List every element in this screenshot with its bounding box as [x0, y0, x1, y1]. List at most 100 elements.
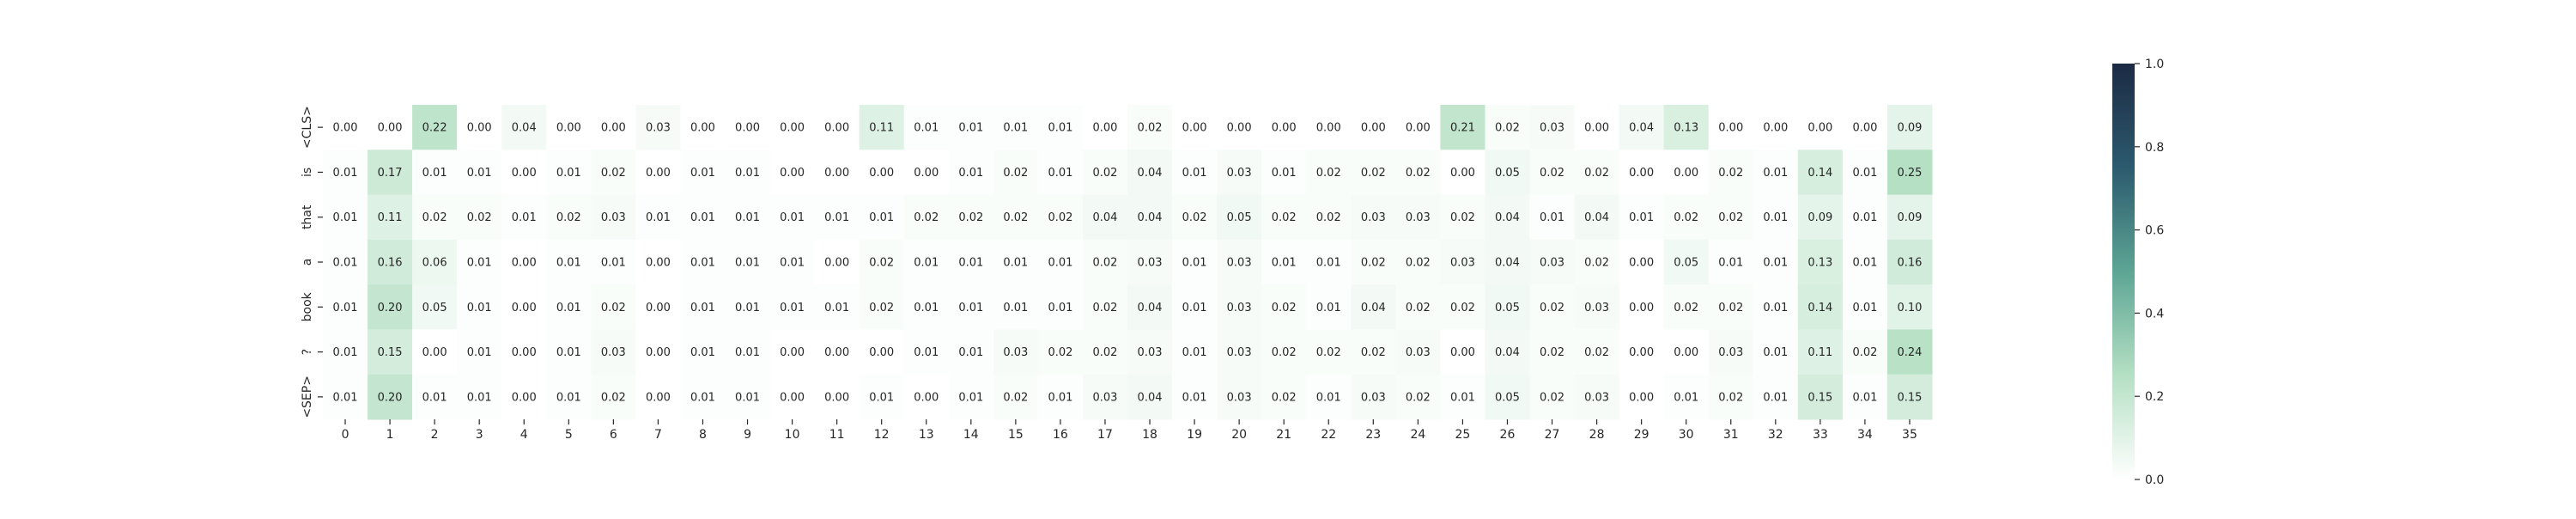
x-tick-label: 15	[1008, 428, 1024, 442]
cell-value-label: 0.04	[1138, 302, 1163, 314]
colorbar: 0.0 0.2 0.4 0.6 0.8 1.0	[2112, 58, 2164, 487]
x-tick-label: 8	[699, 428, 707, 442]
heatmap-cell	[546, 239, 592, 285]
heatmap-cell	[1440, 284, 1485, 330]
cell-value-label: 0.01	[780, 257, 805, 270]
x-tick-label: 29	[1634, 428, 1649, 442]
cell-value-label: 0.11	[1807, 346, 1832, 359]
heatmap-cell	[323, 239, 368, 285]
heatmap-cell	[1619, 105, 1665, 150]
heatmap-cell	[1886, 374, 1933, 420]
cell-value-label: 0.01	[422, 391, 447, 404]
cell-value-label: 0.01	[1182, 346, 1207, 359]
cell-value-label: 0.15	[1807, 391, 1832, 404]
colorbar-tick-label: 0.0	[2145, 473, 2164, 487]
heatmap-cell	[948, 284, 994, 330]
cell-value-label: 0.04	[1629, 122, 1654, 135]
cell-value-label: 0.02	[1048, 211, 1072, 224]
x-tick-label: 6	[610, 428, 617, 442]
cell-value-label: 0.00	[1316, 122, 1341, 135]
heatmap-cell	[1485, 194, 1530, 241]
y-tick-label: a	[301, 259, 314, 266]
cell-value-label: 0.17	[378, 167, 403, 180]
heatmap-cell	[1842, 105, 1888, 150]
heatmap-cell	[1217, 150, 1262, 196]
heatmap-cell	[591, 239, 636, 285]
cell-value-label: 0.01	[1852, 167, 1877, 180]
cell-value-label: 0.03	[601, 211, 626, 224]
heatmap-cell	[1529, 150, 1576, 196]
cell-value-label: 0.20	[378, 302, 403, 314]
heatmap-cell	[1037, 105, 1084, 150]
cell-value-label: 0.01	[333, 302, 358, 314]
cell-value-label: 0.02	[1092, 346, 1117, 359]
cell-value-label: 0.16	[1897, 257, 1922, 270]
cell-value-label: 0.04	[1495, 346, 1520, 359]
heatmap-cell	[993, 239, 1039, 285]
cell-value-label: 0.09	[1807, 211, 1832, 224]
heatmap-cell	[1217, 284, 1262, 330]
heatmap-cell	[412, 329, 458, 376]
cell-value-label: 0.02	[1495, 122, 1520, 135]
heatmap-cell	[1440, 374, 1485, 420]
heatmap-cell	[635, 105, 681, 150]
heatmap-cell	[368, 284, 413, 330]
heatmap-cell	[635, 284, 681, 330]
heatmap-cell	[1663, 105, 1710, 150]
heatmap-cell	[680, 329, 726, 376]
cell-value-label: 0.25	[1897, 167, 1922, 180]
heatmap-cell	[1574, 329, 1620, 376]
heatmap-cell	[1172, 105, 1218, 150]
heatmap-cell	[1217, 374, 1262, 420]
heatmap-cell	[457, 194, 502, 241]
heatmap-cell	[1037, 239, 1084, 285]
cell-value-label: 0.03	[1718, 346, 1743, 359]
heatmap-cell	[948, 150, 994, 196]
cell-value-label: 0.04	[1092, 211, 1117, 224]
heatmap-cell	[1217, 329, 1262, 376]
cell-value-label: 0.02	[1316, 167, 1341, 180]
heatmap-cell	[1351, 374, 1396, 420]
heatmap-cell	[1037, 374, 1084, 420]
heatmap-cells: 0.00 0.00 0.22 0.00 0.04 0.00 0.00 0.03 0.00 0.00…	[323, 105, 1933, 420]
heatmap-cell	[1082, 239, 1128, 285]
cell-value-label: 0.00	[512, 167, 537, 180]
cell-value-label: 0.00	[914, 391, 939, 404]
x-axis: 0 1 2 3 4 5 6 7 8 9 10 11 12 13 14 15 16 17 18 19 20 21 22 23 24…	[342, 419, 1917, 442]
cell-value-label: 0.15	[1897, 391, 1922, 404]
cell-value-label: 0.02	[1406, 391, 1431, 404]
heatmap-cell	[1708, 194, 1754, 241]
cell-value-label: 0.01	[1852, 391, 1877, 404]
heatmap-cell	[680, 194, 726, 241]
cell-value-label: 0.00	[333, 122, 358, 135]
heatmap-cell	[412, 239, 458, 285]
heatmap-cell	[546, 284, 592, 330]
heatmap-cell	[993, 374, 1039, 420]
cell-value-label: 0.03	[1361, 211, 1386, 224]
heatmap-cell	[1574, 284, 1620, 330]
cell-value-label: 0.01	[1316, 257, 1341, 270]
cell-value-label: 0.16	[378, 257, 403, 270]
cell-value-label: 0.01	[735, 346, 760, 359]
cell-value-label: 0.01	[1763, 391, 1788, 404]
cell-value-label: 0.13	[1674, 122, 1698, 135]
cell-value-label: 0.03	[1138, 346, 1163, 359]
heatmap-cell	[323, 194, 368, 241]
cell-value-label: 0.02	[556, 211, 581, 224]
heatmap-cell	[368, 105, 413, 150]
heatmap-cell	[1172, 284, 1218, 330]
heatmap-cell	[1753, 194, 1799, 241]
cell-value-label: 0.03	[1406, 346, 1431, 359]
heatmap-cell	[903, 150, 950, 196]
cell-value-label: 0.09	[1897, 211, 1922, 224]
cell-value-label: 0.03	[1227, 167, 1252, 180]
cell-value-label: 0.02	[869, 257, 894, 270]
heatmap-cell	[725, 150, 771, 196]
heatmap-cell	[1886, 329, 1933, 376]
heatmap-cell	[546, 329, 592, 376]
heatmap-cell	[1753, 150, 1799, 196]
colorbar-tick-label: 1.0	[2145, 58, 2164, 71]
cell-value-label: 0.02	[1048, 346, 1072, 359]
cell-value-label: 0.00	[780, 391, 805, 404]
cell-value-label: 0.01	[333, 346, 358, 359]
